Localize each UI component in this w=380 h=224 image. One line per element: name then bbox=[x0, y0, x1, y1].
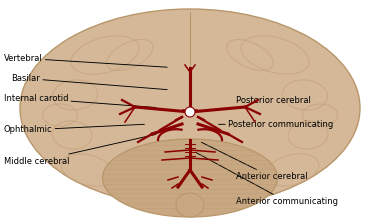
Text: Basilar: Basilar bbox=[11, 74, 167, 90]
Ellipse shape bbox=[20, 9, 360, 207]
Ellipse shape bbox=[103, 139, 277, 217]
Text: Ophthalmic: Ophthalmic bbox=[4, 124, 144, 134]
Ellipse shape bbox=[176, 193, 204, 217]
Text: Anterior cerebral: Anterior cerebral bbox=[201, 142, 307, 181]
Text: Posterior communicating: Posterior communicating bbox=[218, 120, 333, 129]
Text: Middle cerebral: Middle cerebral bbox=[4, 134, 156, 166]
Text: Vertebral: Vertebral bbox=[4, 54, 167, 67]
Circle shape bbox=[185, 107, 195, 117]
Text: Anterior communicating: Anterior communicating bbox=[196, 152, 337, 206]
Text: Internal carotid: Internal carotid bbox=[4, 94, 156, 108]
Text: Posterior cerebral: Posterior cerebral bbox=[218, 96, 310, 110]
